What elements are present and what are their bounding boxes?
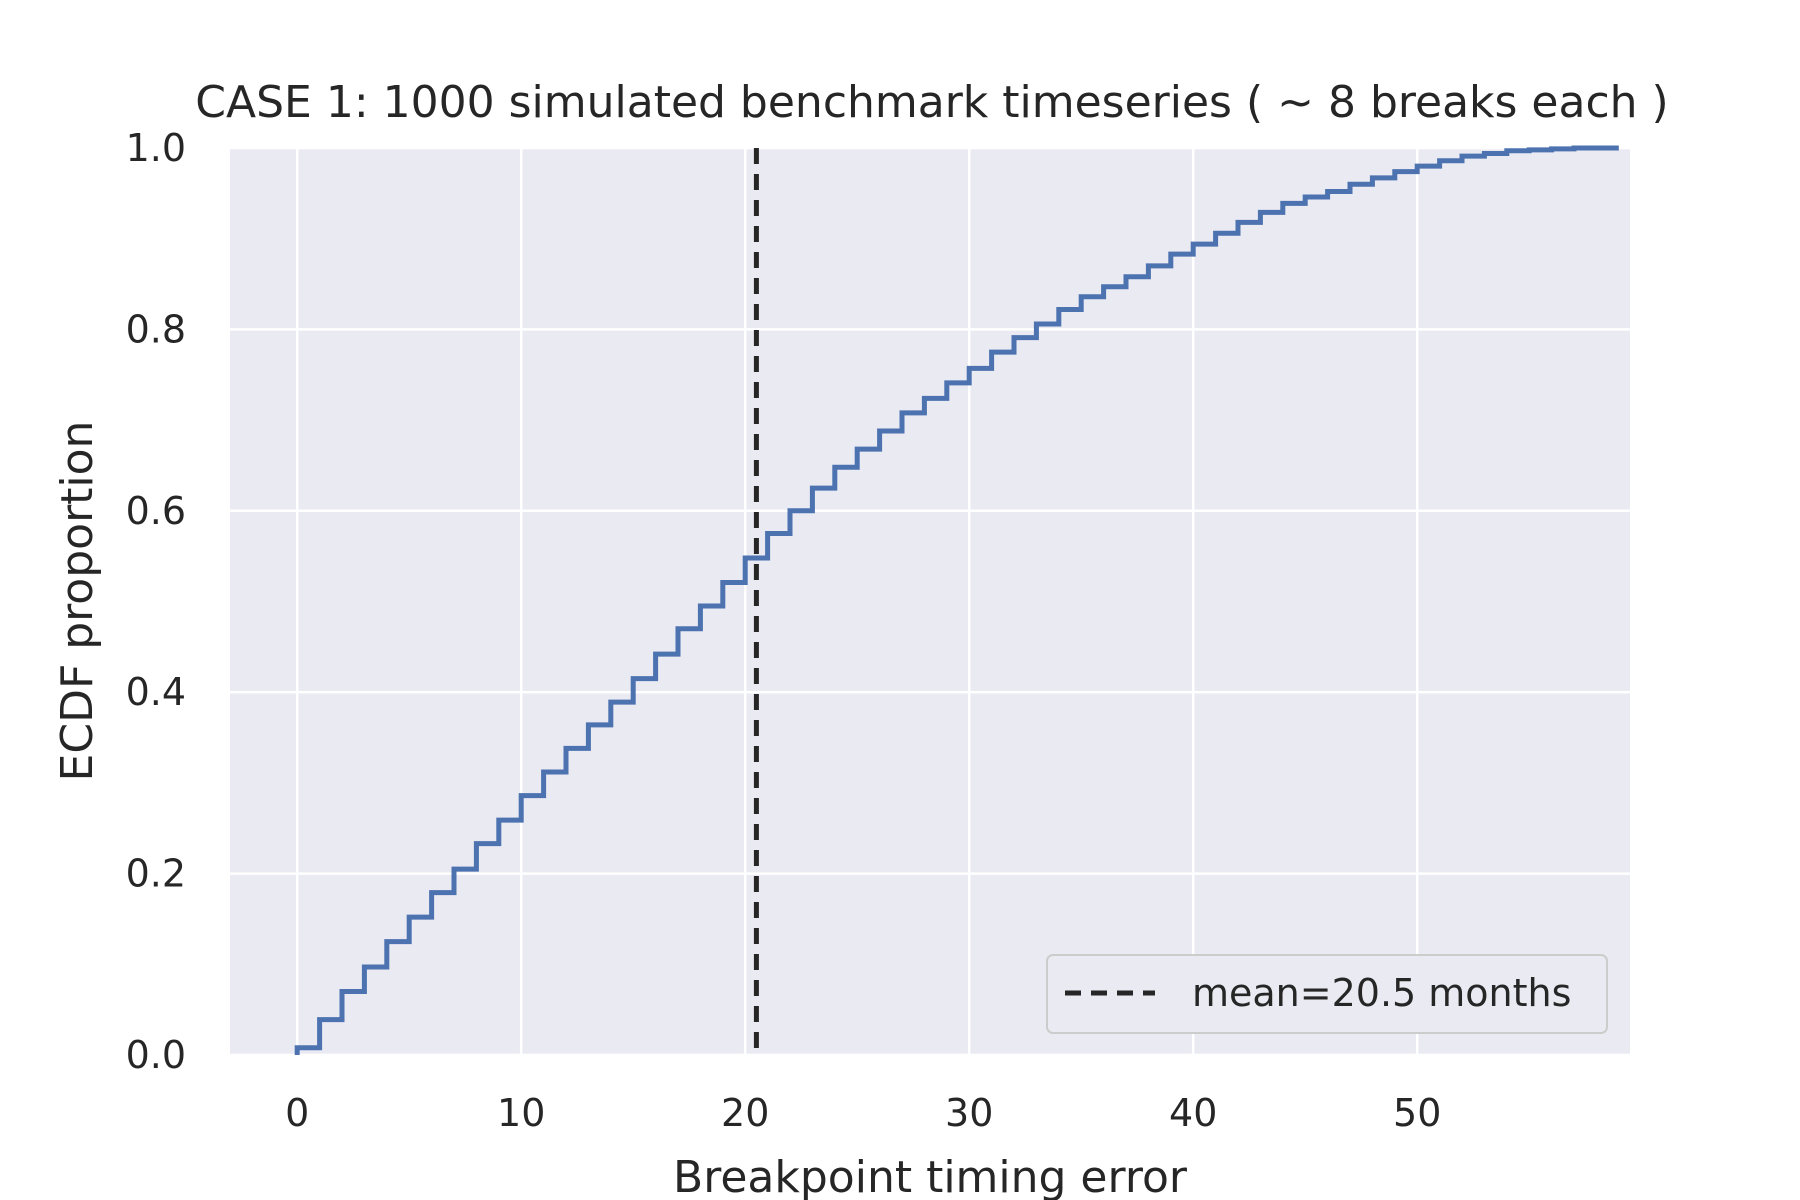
y-axis-title: ECDF proportion — [52, 421, 103, 782]
x-tick-label: 20 — [721, 1091, 769, 1135]
x-gridlines — [295, 148, 1419, 1055]
legend-label: mean=20.5 months — [1192, 971, 1571, 1015]
y-tick-labels: 0.0 0.2 0.4 0.6 0.8 1.0 — [126, 126, 186, 1077]
x-tick-label: 50 — [1393, 1091, 1441, 1135]
legend-box — [1046, 954, 1608, 1034]
chart-title: CASE 1: 1000 simulated benchmark timeser… — [195, 77, 1668, 128]
x-axis-title: Breakpoint timing error — [673, 1152, 1188, 1200]
plot-area — [230, 148, 1630, 1055]
y-tick-label: 0.2 — [126, 852, 186, 896]
x-tick-label: 30 — [945, 1091, 993, 1135]
y-gridlines — [230, 146, 1630, 1057]
legend: mean=20.5 months — [1046, 954, 1608, 1034]
ecdf-step-line — [294, 145, 1619, 1055]
y-tick-label: 0.8 — [126, 307, 186, 351]
y-tick-label: 0.0 — [126, 1033, 186, 1077]
x-tick-labels: 0 10 20 30 40 50 — [285, 1091, 1441, 1135]
y-tick-label: 0.4 — [126, 670, 186, 714]
x-tick-label: 10 — [497, 1091, 545, 1135]
y-tick-label: 1.0 — [126, 126, 186, 170]
ecdf-series — [294, 145, 1619, 1055]
x-tick-label: 40 — [1169, 1091, 1217, 1135]
y-tick-label: 0.6 — [126, 489, 186, 533]
x-tick-label: 0 — [285, 1091, 309, 1135]
